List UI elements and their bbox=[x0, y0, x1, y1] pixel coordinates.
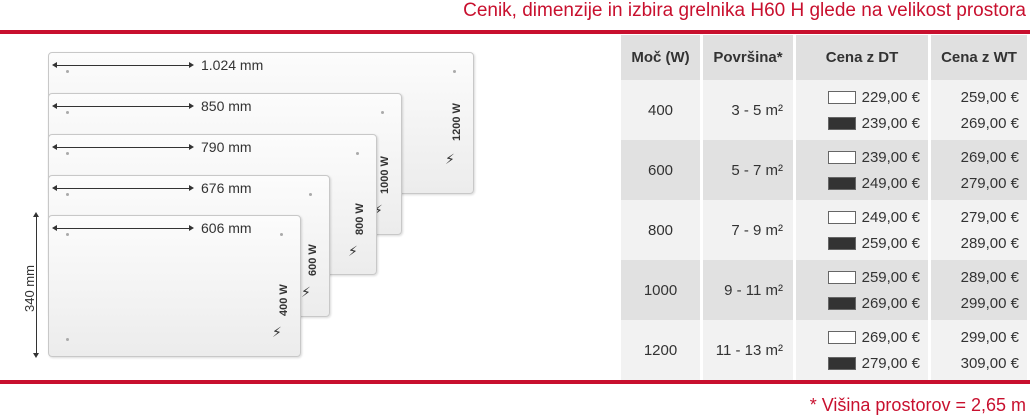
lightning-icon: ⚡︎ bbox=[348, 243, 358, 259]
black-swatch-icon bbox=[827, 116, 856, 130]
price-white: 279,00 € bbox=[960, 208, 1019, 226]
mount-dot bbox=[66, 233, 69, 236]
black-swatch-icon bbox=[827, 236, 856, 250]
bottom-divider bbox=[0, 380, 1030, 384]
panel-power: 400 W bbox=[278, 284, 290, 316]
black-swatch-icon bbox=[827, 296, 856, 310]
price-white: 259,00 € bbox=[960, 88, 1019, 106]
price-white: 269,00 € bbox=[861, 328, 920, 346]
lightning-icon: ⚡︎ bbox=[445, 151, 455, 167]
power-cell: 400 bbox=[618, 80, 703, 140]
price-white: 289,00 € bbox=[960, 268, 1019, 286]
price-white: 249,00 € bbox=[861, 208, 920, 226]
header-area: Površina* bbox=[700, 35, 796, 80]
price-black: 299,00 € bbox=[960, 294, 1019, 312]
power-cell: 1000 bbox=[618, 260, 703, 320]
table-row: 1200 11 - 13 m² 269,00 € 279,00 € 299,00… bbox=[618, 320, 1030, 380]
table-row: 1000 9 - 11 m² 259,00 € 269,00 € 289,00 … bbox=[618, 260, 1030, 320]
price-black: 269,00 € bbox=[861, 294, 920, 312]
footnote: * Višina prostorov = 2,65 m bbox=[809, 395, 1026, 415]
mount-dot bbox=[66, 152, 69, 155]
power-cell: 1200 bbox=[618, 320, 703, 380]
price-wt-cell: 299,00 € 309,00 € bbox=[928, 320, 1030, 380]
white-swatch-icon bbox=[827, 330, 856, 344]
price-wt-cell: 279,00 € 289,00 € bbox=[928, 200, 1030, 260]
panel-width: 850 mm bbox=[201, 98, 252, 114]
page-title: Cenik, dimenzije in izbira grelnika H60 … bbox=[463, 0, 1026, 21]
panel-width: 1.024 mm bbox=[201, 57, 264, 73]
price-white: 259,00 € bbox=[861, 268, 920, 286]
white-swatch-icon bbox=[827, 90, 856, 104]
black-swatch-icon bbox=[827, 176, 856, 190]
mount-dot bbox=[66, 70, 69, 73]
table-row: 800 7 - 9 m² 249,00 € 259,00 € 279,00 € … bbox=[618, 200, 1030, 260]
lightning-icon: ⚡︎ bbox=[272, 324, 282, 340]
power-cell: 600 bbox=[618, 140, 703, 200]
panel-power: 800 W bbox=[354, 203, 366, 235]
price-dt-cell: 269,00 € 279,00 € bbox=[793, 320, 931, 380]
area-cell: 9 - 11 m² bbox=[700, 260, 796, 320]
panel-power: 600 W bbox=[307, 244, 319, 276]
price-black: 279,00 € bbox=[861, 354, 920, 372]
price-dt-cell: 229,00 € 239,00 € bbox=[793, 80, 931, 140]
area-cell: 11 - 13 m² bbox=[700, 320, 796, 380]
width-arrow bbox=[52, 185, 194, 191]
width-arrow bbox=[52, 144, 194, 150]
mount-dot bbox=[453, 70, 456, 73]
panel-power: 1200 W bbox=[451, 103, 463, 141]
header-price-wt: Cena z WT bbox=[928, 35, 1030, 80]
header-price-dt: Cena z DT bbox=[793, 35, 931, 80]
price-black: 289,00 € bbox=[960, 234, 1019, 252]
price-dt-cell: 239,00 € 249,00 € bbox=[793, 140, 931, 200]
price-black: 249,00 € bbox=[861, 174, 920, 192]
panel-power: 1000 W bbox=[379, 156, 391, 194]
black-swatch-icon bbox=[827, 356, 856, 370]
lightning-icon: ⚡︎ bbox=[373, 202, 383, 218]
price-black: 309,00 € bbox=[960, 354, 1019, 372]
mount-dot bbox=[309, 193, 312, 196]
power-cell: 800 bbox=[618, 200, 703, 260]
width-arrow bbox=[52, 103, 194, 109]
panel-width: 790 mm bbox=[201, 139, 252, 155]
price-wt-cell: 289,00 € 299,00 € bbox=[928, 260, 1030, 320]
price-black: 279,00 € bbox=[960, 174, 1019, 192]
white-swatch-icon bbox=[827, 210, 856, 224]
table-row: 600 5 - 7 m² 239,00 € 249,00 € 269,00 € … bbox=[618, 140, 1030, 200]
header-power: Moč (W) bbox=[618, 35, 703, 80]
area-cell: 3 - 5 m² bbox=[700, 80, 796, 140]
mount-dot bbox=[66, 111, 69, 114]
heater-panel: 606 mm 400 W ⚡︎ bbox=[48, 215, 301, 357]
price-table: Moč (W) Površina* Cena z DT Cena z WT 40… bbox=[618, 35, 1030, 380]
panel-width: 676 mm bbox=[201, 180, 252, 196]
lightning-icon: ⚡︎ bbox=[301, 284, 311, 300]
price-black: 239,00 € bbox=[861, 114, 920, 132]
area-cell: 5 - 7 m² bbox=[700, 140, 796, 200]
price-wt-cell: 259,00 € 269,00 € bbox=[928, 80, 1030, 140]
white-swatch-icon bbox=[827, 150, 856, 164]
height-label: 340 mm bbox=[22, 265, 37, 312]
white-swatch-icon bbox=[827, 270, 856, 284]
price-dt-cell: 259,00 € 269,00 € bbox=[793, 260, 931, 320]
price-wt-cell: 269,00 € 279,00 € bbox=[928, 140, 1030, 200]
price-black: 269,00 € bbox=[960, 114, 1019, 132]
mount-dot bbox=[356, 152, 359, 155]
price-black: 259,00 € bbox=[861, 234, 920, 252]
panel-width: 606 mm bbox=[201, 220, 252, 236]
table-row: 400 3 - 5 m² 229,00 € 239,00 € 259,00 € … bbox=[618, 80, 1030, 140]
area-cell: 7 - 9 m² bbox=[700, 200, 796, 260]
height-arrow bbox=[33, 212, 39, 358]
mount-dot bbox=[66, 193, 69, 196]
price-dt-cell: 249,00 € 259,00 € bbox=[793, 200, 931, 260]
width-arrow bbox=[52, 62, 194, 68]
price-white: 299,00 € bbox=[960, 328, 1019, 346]
price-white: 229,00 € bbox=[861, 88, 920, 106]
price-white: 269,00 € bbox=[960, 148, 1019, 166]
top-divider bbox=[0, 30, 1030, 34]
mount-dot bbox=[66, 338, 69, 341]
mount-dot bbox=[280, 233, 283, 236]
mount-dot bbox=[381, 111, 384, 114]
price-white: 239,00 € bbox=[861, 148, 920, 166]
width-arrow bbox=[52, 225, 194, 231]
